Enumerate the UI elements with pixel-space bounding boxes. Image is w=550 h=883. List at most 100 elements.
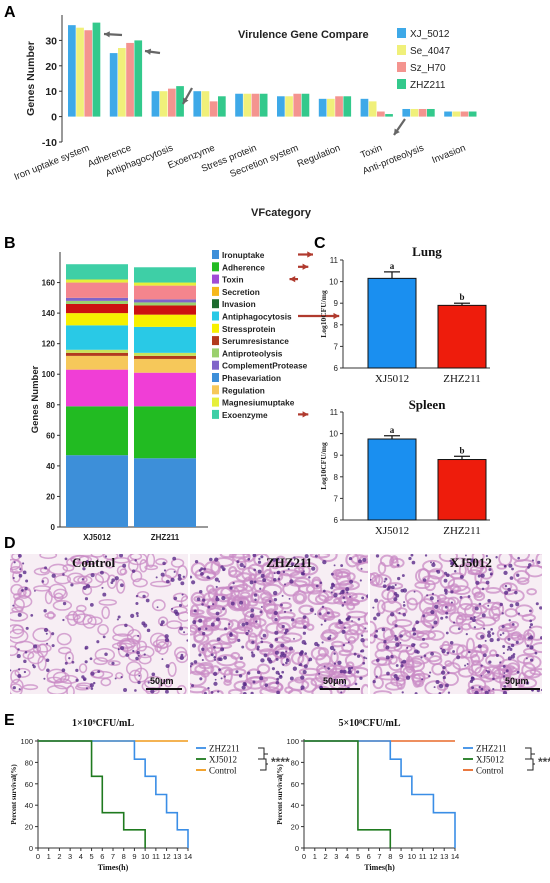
- legend-e-label-ZHZ211-left: ZHZ211: [209, 744, 240, 754]
- stack-Antiproteolysis-XJ5012: [66, 300, 128, 304]
- bar-XJ_5012-6: [318, 98, 327, 117]
- bar-Se_4047-1: [118, 48, 126, 117]
- chart-b-ytick: 80: [46, 401, 55, 410]
- stack-Regulation-ZHZ211: [134, 358, 196, 373]
- chart-c-ytick: 10: [329, 278, 338, 287]
- bar-XJ_5012-8: [402, 108, 411, 117]
- legend-e-label-Control-left: Control: [209, 766, 237, 776]
- chart-e-ytick: 100: [20, 737, 33, 746]
- bar-Sz_H70-4: [251, 93, 260, 117]
- legend-b-swatch-Regulation: [212, 385, 219, 395]
- survival-line-ZHZ211-right: [304, 740, 456, 848]
- legend-b-swatch-Adherence: [212, 262, 219, 272]
- legend-label-XJ_5012: XJ_5012: [410, 29, 450, 40]
- chart-b-ytick: 60: [46, 431, 55, 440]
- chart-virulence-compare: Virulence Gene Compare -10 0 10 20 30 Genes Nu…: [13, 15, 477, 219]
- chart-e-ytick: 80: [291, 758, 299, 767]
- panel-letter-c: C: [314, 235, 326, 252]
- chart-e-xtick: 7: [111, 852, 115, 861]
- bar-Sz_H70-9: [460, 111, 469, 117]
- chart-e-xtick: 3: [68, 852, 72, 861]
- chart-e-ytick: 40: [291, 801, 299, 810]
- bar-ZHZ211-3: [218, 96, 226, 117]
- stack-Stressprotein-XJ5012: [66, 349, 128, 353]
- legend-b-swatch-Invasion: [212, 299, 219, 309]
- chart-e-xtick: 5: [89, 852, 93, 861]
- chart-c-ylabel-spleen: Log10CFU/mg: [319, 442, 328, 490]
- bar-ZHZ211-0: [92, 22, 101, 117]
- chart-e-xtick: 12: [162, 852, 170, 861]
- legend-swatch-Sz_H70: [397, 62, 406, 72]
- chart-c-bar-XJ5012: [367, 438, 417, 521]
- legend-b-arrow-0-head: [307, 251, 313, 258]
- chart-a-ytick: -10: [42, 137, 57, 149]
- legend-b-swatch-Secretion: [212, 286, 219, 296]
- chart-c-ytick: 8: [334, 473, 339, 482]
- bar-ZHZ211-9: [468, 111, 477, 117]
- stack-Secretion-ZHZ211: [134, 314, 196, 327]
- chart-e-ytick: 80: [25, 758, 33, 767]
- bar-Sz_H70-3: [209, 101, 218, 117]
- stack-Stressprotein-ZHZ211: [134, 352, 196, 356]
- chart-c-xtick-XJ5012: XJ5012: [375, 525, 409, 537]
- chart-e-ytick: 40: [25, 801, 33, 810]
- chart-e-xtick: 13: [440, 852, 448, 861]
- survival-line-XJ5012-left: [38, 740, 146, 848]
- chart-b-ylabel: Genes Number: [30, 365, 41, 433]
- bar-Se_4047-9: [452, 111, 461, 117]
- chart-c-title-lung: Lung: [412, 244, 442, 259]
- histology-label-xj5012: XJ5012: [450, 555, 492, 570]
- legend-b-swatch-Phasevariation: [212, 373, 219, 382]
- survival-line-ZHZ211-left: [38, 740, 189, 848]
- chart-c-ytick: 9: [334, 299, 339, 308]
- stack-Invasion-ZHZ211: [134, 305, 196, 315]
- stack-Serumresistance-XJ5012: [66, 352, 128, 356]
- legend-label-Se_4047: Se_4047: [410, 46, 450, 57]
- chart-b-ytick: 20: [46, 492, 55, 501]
- stack-Magnesiumuptake-XJ5012: [66, 279, 128, 283]
- chart-e-xtick: 1: [47, 852, 51, 861]
- bar-ZHZ211-2: [176, 86, 184, 117]
- stack-Adherence-XJ5012: [66, 406, 128, 456]
- chart-a-xtick: Invasion: [430, 143, 467, 166]
- legend-b-label-Antiproteolysis: Antiproteolysis: [222, 348, 283, 358]
- chart-c-ytick: 6: [334, 516, 339, 525]
- bar-ZHZ211-7: [385, 114, 393, 117]
- chart-e-xtick: 8: [122, 852, 126, 861]
- chart-e-xtick: 1: [313, 852, 317, 861]
- chart-a-arrow-1-head: [145, 48, 152, 55]
- stack-Toxin-XJ5012: [66, 282, 128, 298]
- legend-b-label-Adherence: Adherence: [222, 262, 265, 272]
- scale-label-xj5012: 50μm: [505, 676, 529, 686]
- chart-e-xtick: 2: [323, 852, 327, 861]
- legend-b-label-Invasion: Invasion: [222, 299, 256, 309]
- bar-Se_4047-2: [159, 91, 168, 117]
- bar-XJ_5012-1: [109, 53, 118, 117]
- chart-lung-cfu: Lung 6 7 8 9 10 11 Log10CFU/mg a XJ5012 b ZHZ211: [319, 244, 490, 385]
- legend-b-swatch-Magnesiumuptake: [212, 397, 219, 407]
- chart-b-ytick: 0: [51, 523, 56, 532]
- stack-Adherence-ZHZ211: [134, 406, 196, 459]
- stack-ComplementProtease-XJ5012: [66, 297, 128, 301]
- chart-e-xlabel-right: Times(h): [364, 863, 395, 872]
- chart-e-xtick: 0: [302, 852, 306, 861]
- chart-e-ytick: 20: [25, 823, 33, 832]
- chart-e-ytick: 100: [286, 737, 299, 746]
- chart-e-ytick: 0: [29, 844, 33, 853]
- bar-XJ_5012-9: [444, 111, 452, 117]
- bar-XJ_5012-3: [193, 91, 202, 117]
- bar-ZHZ211-5: [301, 93, 310, 117]
- legend-swatch-XJ_5012: [397, 28, 406, 38]
- chart-a-ytick: 30: [45, 35, 57, 47]
- chart-spleen-cfu: Spleen 6 7 8 9 10 11 Log10CFU/mg a XJ5012 b ZHZ211: [319, 397, 490, 537]
- histology-control: Control 50μm: [10, 554, 188, 694]
- chart-e-xtick: 14: [451, 852, 459, 861]
- survival-line-XJ5012-right: [304, 740, 392, 848]
- legend-b-swatch-ComplementProtease: [212, 360, 219, 370]
- panel-letter-d: D: [4, 535, 16, 552]
- legend-b-label-Phasevariation: Phasevariation: [222, 373, 281, 383]
- stack-Exoenzyme-XJ5012: [66, 264, 128, 280]
- chart-c-annot-XJ5012: a: [390, 261, 395, 271]
- chart-b-xtick: XJ5012: [83, 533, 111, 542]
